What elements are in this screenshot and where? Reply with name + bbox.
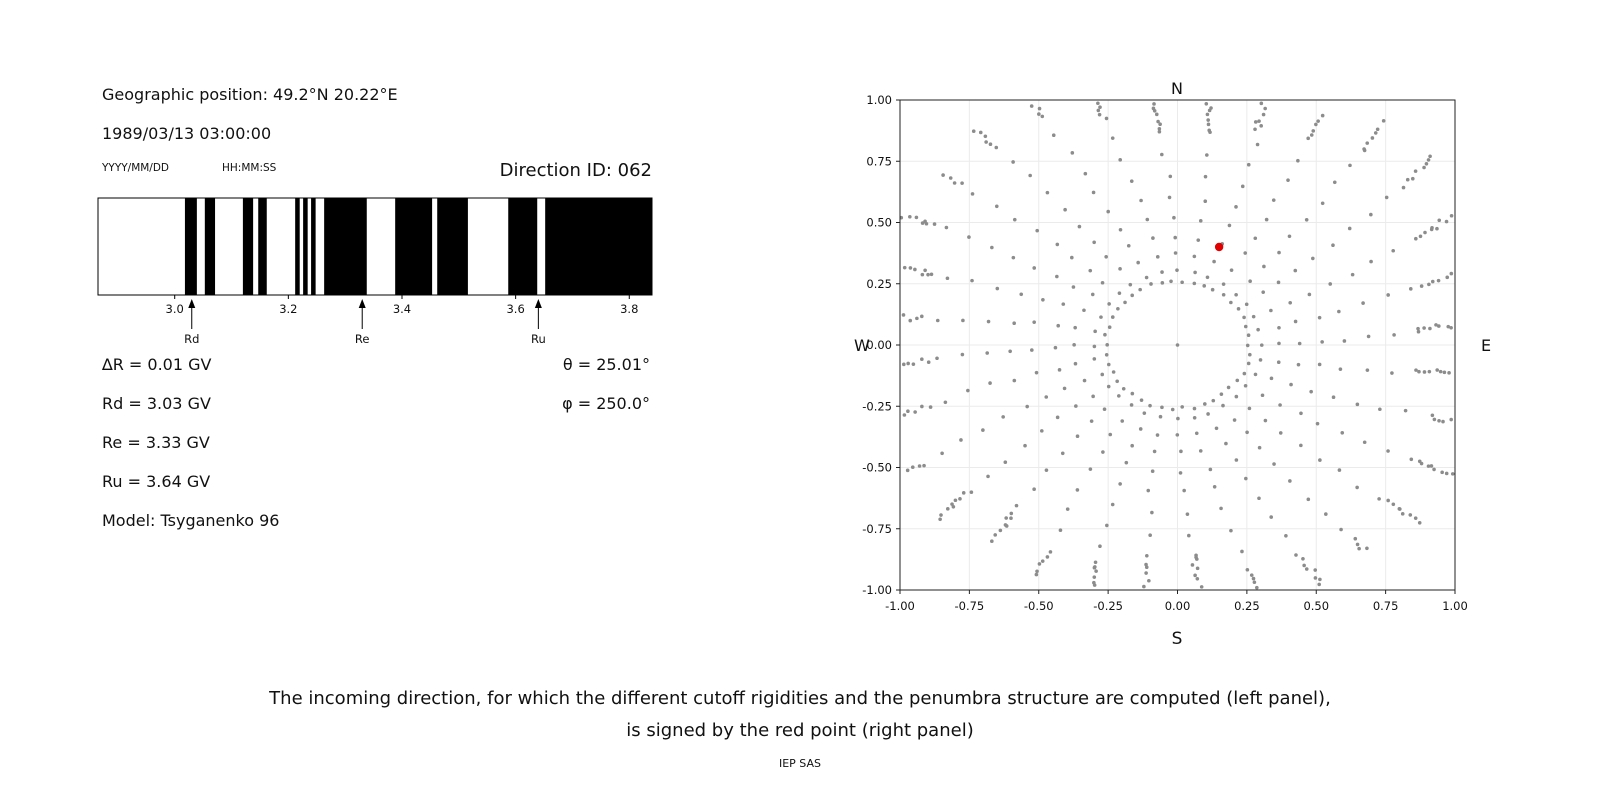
re-value: Re = 3.33 GV — [102, 433, 210, 452]
svg-text:0.25: 0.25 — [1234, 599, 1260, 613]
svg-text:3.0: 3.0 — [166, 302, 184, 316]
direction-id-label: Direction ID: 062 — [499, 160, 652, 181]
svg-text:3.8: 3.8 — [620, 302, 638, 316]
svg-text:-1.00: -1.00 — [862, 583, 892, 597]
svg-text:-0.25: -0.25 — [862, 399, 892, 413]
date-format-label: YYYY/MM/DD — [102, 162, 170, 174]
x-axis-ticks: 3.0 3.2 3.4 3.6 3.8 — [166, 295, 638, 316]
svg-text:-0.75: -0.75 — [954, 599, 984, 613]
cutoff-markers: Rd Re Ru — [184, 299, 546, 346]
figure-caption-line2: is signed by the red point (right panel) — [626, 720, 974, 741]
svg-text:3.4: 3.4 — [393, 302, 411, 316]
compass-south-label: S — [1172, 629, 1183, 649]
svg-text:0.50: 0.50 — [1303, 599, 1329, 613]
geo-position-label: Geographic position: 49.2°N 20.22°E — [102, 85, 398, 104]
compass-east-label: E — [1481, 336, 1491, 355]
svg-text:-0.25: -0.25 — [1093, 599, 1123, 613]
svg-text:0.75: 0.75 — [866, 154, 892, 168]
penumbra-plot-border — [97, 197, 653, 296]
svg-text:0.00: 0.00 — [866, 338, 892, 352]
svg-text:0.75: 0.75 — [1373, 599, 1399, 613]
credit-label: IEP SAS — [778, 757, 822, 770]
direction-points — [899, 101, 1455, 590]
forbidden-bands — [184, 198, 652, 295]
datetime-label: 1989/03/13 03:00:00 — [102, 124, 272, 143]
svg-text:0.50: 0.50 — [866, 216, 892, 230]
rd-marker-label: Rd — [184, 332, 199, 346]
svg-text:0.00: 0.00 — [1165, 599, 1191, 613]
svg-text:-0.75: -0.75 — [862, 522, 892, 536]
right-panel: N S W E -1.00 -0.75 -0.50 -0.25 0.00 0.25 0.50… — [820, 20, 1520, 670]
svg-text:1.00: 1.00 — [866, 93, 892, 107]
rd-value: Rd = 3.03 GV — [102, 394, 211, 413]
svg-text:3.2: 3.2 — [279, 302, 297, 316]
axis-ticks: -1.00 -0.75 -0.50 -0.25 0.00 0.25 0.50 0.75 1.00… — [862, 93, 1468, 613]
left-panel: Geographic position: 49.2°N 20.22°E 1989… — [0, 0, 700, 620]
ru-value: Ru = 3.64 GV — [102, 472, 211, 491]
svg-text:-0.50: -0.50 — [1024, 599, 1054, 613]
svg-text:1.00: 1.00 — [1442, 599, 1468, 613]
svg-text:3.6: 3.6 — [506, 302, 524, 316]
incoming-direction-red-point — [1214, 242, 1224, 252]
compass-west-label: W — [854, 336, 870, 355]
compass-north-label: N — [1171, 79, 1183, 98]
ru-marker-label: Ru — [531, 332, 546, 346]
time-format-label: HH:MM:SS — [222, 162, 277, 174]
penumbra-chart: 3.0 3.2 3.4 3.6 3.8 Rd Re Ru — [97, 197, 653, 346]
svg-text:-0.50: -0.50 — [862, 461, 892, 475]
svg-text:0.25: 0.25 — [866, 277, 892, 291]
re-marker-label: Re — [355, 332, 370, 346]
phi-value: φ = 250.0° — [562, 394, 650, 413]
direction-map-chart: N S W E -1.00 -0.75 -0.50 -0.25 0.00 0.25 0.50… — [854, 79, 1491, 649]
re-arrowhead — [358, 299, 366, 308]
ru-arrowhead — [534, 299, 542, 308]
rd-arrowhead — [188, 299, 196, 308]
model-label: Model: Tsyganenko 96 — [102, 511, 280, 530]
delta-r-value: ∆R = 0.01 GV — [102, 355, 212, 374]
svg-text:-1.00: -1.00 — [885, 599, 915, 613]
figure-caption-line1: The incoming direction, for which the di… — [269, 688, 1331, 709]
theta-value: θ = 25.01° — [562, 355, 650, 374]
